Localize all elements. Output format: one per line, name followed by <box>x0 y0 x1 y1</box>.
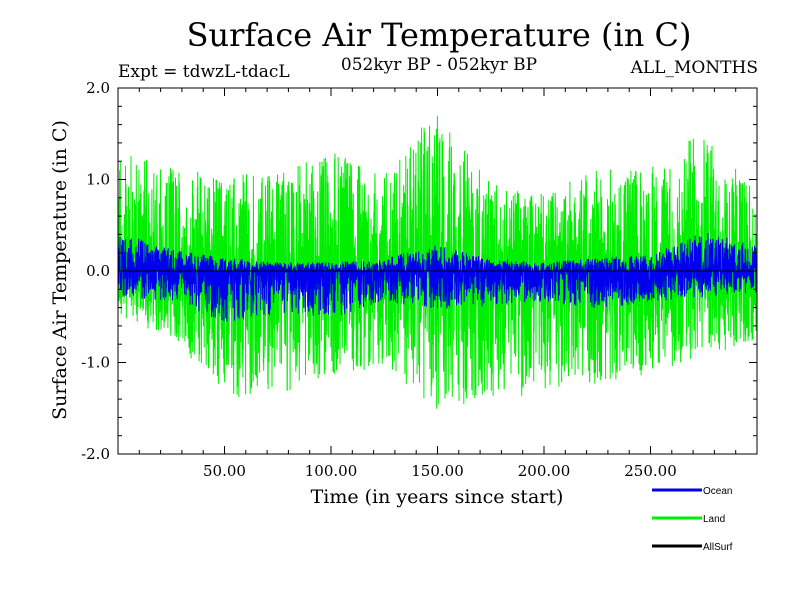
series-ocean-line <box>117 232 758 322</box>
x-tick-label: 50.00 <box>203 462 246 480</box>
series-land-line <box>117 115 758 409</box>
y-tick-label: 0.0 <box>86 262 110 280</box>
y-tick-label: 1.0 <box>86 171 110 189</box>
months-label: ALL_MONTHS <box>630 58 758 78</box>
period-label: 052kyr BP - 052kyr BP <box>340 55 538 75</box>
legend-label-ocean: Ocean <box>703 486 732 497</box>
plot-series <box>117 115 758 409</box>
legend: Ocean Land AllSurf <box>652 486 733 553</box>
axis-ticks <box>118 87 757 455</box>
y-tick-label: 2.0 <box>86 79 110 97</box>
y-axis-label: Surface Air Temperature (in C) <box>49 120 71 420</box>
x-axis-label: Time (in years since start) <box>311 486 564 508</box>
axis-tick-labels: 50.00 100.00 150.00 200.00 250.00 -2.0 -1.0 0.0… <box>81 79 677 480</box>
x-tick-label: 100.00 <box>305 462 358 480</box>
legend-label-land: Land <box>703 514 725 525</box>
chart-title: Surface Air Temperature (in C) <box>186 16 692 54</box>
experiment-label: Expt = tdwzL-tdacL <box>118 62 290 82</box>
x-tick-label: 200.00 <box>518 462 571 480</box>
legend-label-allsurf: AllSurf <box>703 542 733 553</box>
x-tick-label: 150.00 <box>411 462 464 480</box>
y-tick-label: -1.0 <box>81 354 110 372</box>
y-tick-label: -2.0 <box>81 445 110 463</box>
x-tick-label: 250.00 <box>624 462 677 480</box>
